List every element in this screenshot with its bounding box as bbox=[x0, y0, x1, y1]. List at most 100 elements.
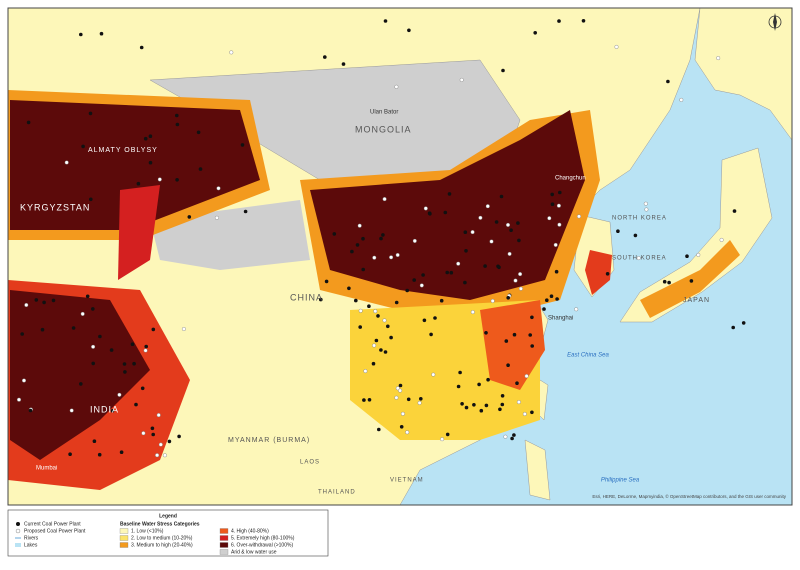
coal-plant bbox=[445, 432, 450, 437]
coal-plant bbox=[151, 432, 155, 437]
coal-plant bbox=[506, 296, 511, 300]
coal-plant bbox=[367, 304, 371, 309]
coal-plant bbox=[51, 298, 56, 303]
korea-high bbox=[585, 250, 612, 295]
coal-plant bbox=[134, 402, 138, 407]
coal-plant bbox=[196, 130, 201, 135]
coal-plant bbox=[556, 203, 561, 208]
coal-plant bbox=[419, 397, 423, 401]
coal-plant bbox=[394, 84, 399, 89]
country-label: THAILAND bbox=[318, 490, 356, 496]
coal-plant bbox=[484, 403, 489, 408]
overdraw-north bbox=[310, 110, 585, 300]
coal-plant bbox=[151, 327, 156, 332]
coal-plant bbox=[516, 400, 521, 405]
coal-plant bbox=[500, 402, 505, 407]
coal-plant bbox=[389, 335, 393, 340]
coal-plant bbox=[550, 202, 555, 206]
coal-plant bbox=[198, 167, 203, 171]
coal-plant bbox=[371, 361, 376, 366]
coal-plant bbox=[498, 407, 502, 412]
coal-plant bbox=[155, 453, 160, 458]
coal-plant bbox=[398, 383, 403, 388]
coal-plant bbox=[417, 400, 422, 405]
coal-plant bbox=[470, 310, 475, 315]
coal-plant bbox=[689, 279, 694, 283]
coal-plant bbox=[484, 331, 488, 335]
coal-plant bbox=[81, 144, 85, 149]
coal-plant bbox=[464, 405, 469, 410]
legend-swatch bbox=[219, 535, 229, 541]
coal-plant bbox=[386, 324, 390, 329]
legend-item: 6. Over-withdrawal (>100%) bbox=[231, 542, 293, 548]
coal-plant bbox=[324, 279, 329, 284]
coal-plant bbox=[122, 362, 127, 366]
coal-plant bbox=[40, 327, 45, 332]
legend-title: Legend bbox=[159, 513, 177, 519]
coal-plant bbox=[512, 433, 516, 437]
coal-plant bbox=[177, 434, 181, 439]
high-coast bbox=[480, 300, 545, 390]
coal-plant bbox=[144, 344, 148, 349]
coal-plant bbox=[69, 408, 74, 413]
coal-plant bbox=[80, 311, 85, 316]
legend-swatch bbox=[219, 549, 229, 555]
coal-plant bbox=[486, 377, 490, 382]
coal-plant bbox=[17, 397, 22, 402]
coal-plant bbox=[517, 238, 521, 243]
coal-plant bbox=[361, 267, 366, 272]
coal-plant bbox=[140, 386, 145, 391]
coal-plant bbox=[374, 338, 379, 343]
map-area: MONGOLIA CHINA KYRGYZSTAN ALMATY OBLYSY … bbox=[7, 7, 793, 506]
overdraw-india bbox=[10, 290, 150, 460]
attribution: Esri, HERE, DeLorme, Mapmyindia, © OpenS… bbox=[592, 493, 786, 499]
coal-plant bbox=[358, 325, 363, 329]
coal-plant bbox=[399, 425, 404, 429]
coal-plant bbox=[383, 19, 388, 23]
coal-plant bbox=[405, 288, 410, 293]
country-label: ALMATY OBLYSY bbox=[88, 147, 158, 154]
coal-plant bbox=[407, 28, 411, 33]
coal-plant bbox=[696, 252, 701, 257]
legend-symbol bbox=[15, 528, 21, 534]
japan-high bbox=[640, 240, 740, 318]
coal-plant bbox=[456, 261, 461, 266]
coal-plant bbox=[347, 286, 351, 291]
coal-plant bbox=[379, 236, 383, 241]
legend-swatch bbox=[119, 542, 129, 548]
coal-plant bbox=[389, 255, 394, 260]
coal-plant bbox=[633, 233, 638, 238]
coal-plant bbox=[26, 120, 31, 125]
coal-plant bbox=[614, 44, 619, 49]
coal-plant bbox=[362, 398, 366, 402]
coal-plant bbox=[332, 232, 337, 236]
coal-plant bbox=[445, 270, 450, 275]
coal-plant bbox=[549, 294, 554, 299]
coal-plant bbox=[497, 265, 501, 270]
coal-plant bbox=[439, 298, 444, 303]
coal-plant bbox=[421, 273, 425, 277]
coal-plant bbox=[373, 309, 378, 314]
coal-plant bbox=[382, 318, 387, 323]
coal-plant bbox=[143, 136, 148, 141]
coal-plant bbox=[463, 280, 467, 285]
country-label: INDIA bbox=[90, 404, 119, 414]
country-label: VIETNAM bbox=[390, 478, 424, 484]
legend-swatch bbox=[119, 528, 129, 534]
coal-plant bbox=[136, 181, 141, 186]
coal-plant bbox=[679, 97, 684, 102]
sea-label: East China Sea bbox=[567, 353, 609, 359]
coal-plant bbox=[381, 233, 385, 237]
coal-plant bbox=[323, 55, 327, 59]
coal-plant bbox=[383, 350, 388, 354]
coal-plant bbox=[379, 348, 383, 352]
coal-plant bbox=[557, 222, 562, 227]
coal-plant bbox=[422, 318, 427, 323]
coal-plant bbox=[443, 210, 448, 215]
coal-plant bbox=[175, 178, 179, 182]
coal-plant bbox=[685, 254, 689, 258]
coal-plant bbox=[167, 439, 172, 444]
coal-plant bbox=[499, 194, 504, 199]
coal-plant bbox=[243, 209, 248, 214]
coal-plant bbox=[119, 450, 124, 455]
